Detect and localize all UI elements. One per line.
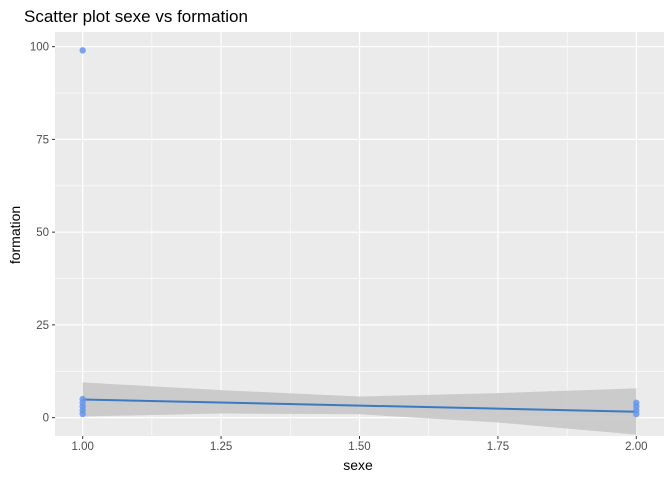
y-axis-ticks: 0 25 50 75 100 [30, 42, 55, 425]
regression-line [82, 398, 637, 413]
confidence-band [82, 382, 637, 435]
points-layer [79, 47, 640, 418]
x-tick-label: 2.00 [625, 441, 647, 453]
x-tick-label: 1.75 [487, 441, 509, 453]
chart-title: Scatter plot sexe vs formation [24, 7, 248, 26]
major-gridlines [55, 32, 664, 436]
smooth-line-layer [82, 398, 637, 413]
x-axis-label: sexe [343, 457, 373, 473]
y-tick-label: 75 [36, 134, 49, 146]
y-tick-label: 50 [36, 227, 49, 239]
y-axis-label: formation [7, 206, 23, 264]
y-tick-label: 100 [30, 42, 49, 54]
confidence-band-layer [82, 382, 637, 435]
x-tick-label: 1.00 [71, 441, 93, 453]
x-axis-ticks: 1.00 1.25 1.50 1.75 2.00 [71, 436, 648, 453]
data-point [79, 47, 86, 54]
y-tick-label: 25 [36, 320, 49, 332]
y-tick-label: 0 [43, 413, 49, 425]
x-tick-label: 1.50 [348, 441, 370, 453]
data-point [79, 410, 86, 418]
data-point [633, 410, 640, 418]
x-tick-label: 1.25 [210, 441, 232, 453]
